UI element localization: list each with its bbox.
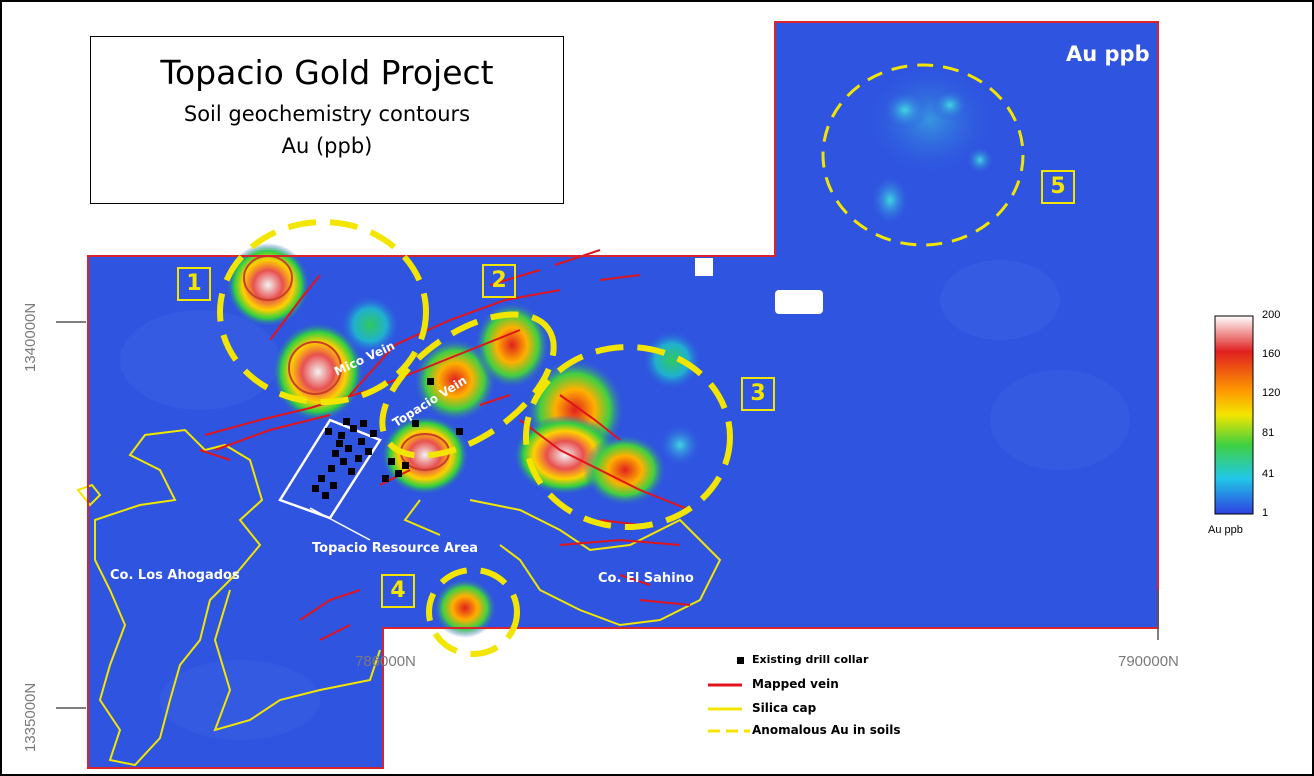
- color-scale-title: Au ppb: [1208, 524, 1243, 536]
- legend-vein-text: Mapped vein: [752, 677, 839, 691]
- zone-3-label: 3: [741, 377, 775, 411]
- color-scale-bar: [1214, 315, 1254, 515]
- scale-tick-1: 1: [1262, 507, 1269, 519]
- resource-area-outline: [278, 418, 382, 520]
- zone-4-label: 4: [381, 574, 415, 608]
- northing-1335-label: 1335000N: [22, 682, 39, 752]
- scale-tick-41: 41: [1262, 468, 1275, 480]
- easting-786-label: 786000N: [355, 653, 416, 670]
- scale-tick-81: 81: [1262, 427, 1275, 439]
- mapped-veins: [199, 249, 691, 641]
- zone-2-label: 2: [482, 264, 516, 298]
- zone5-highs: [870, 89, 994, 226]
- map-subtitle: Soil geochemistry contours: [183, 102, 471, 126]
- legend-anomaly-text: Anomalous Au in soils: [752, 723, 901, 737]
- northing-1340-label: 1340000N: [22, 302, 39, 372]
- silica-cap-outlines: [76, 428, 722, 767]
- zone-1-label: 1: [177, 267, 211, 301]
- map-unit: Au (ppb): [281, 134, 373, 158]
- map-variable-label: Au ppb: [1066, 42, 1150, 66]
- scale-tick-200: 200: [1262, 309, 1281, 321]
- background-variation: [120, 60, 1130, 740]
- hole-2: [775, 290, 823, 314]
- easting-790-label: 790000N: [1118, 653, 1179, 670]
- resource-area-leader: [309, 507, 371, 541]
- legend-collar-text: Existing drill collar: [752, 653, 869, 666]
- hole-1: [695, 258, 713, 276]
- zone-5-label: 5: [1041, 170, 1075, 204]
- anomaly-outline-5: [821, 63, 1025, 247]
- scale-tick-160: 160: [1262, 348, 1281, 360]
- legend-silica-text: Silica cap: [752, 701, 817, 715]
- anomaly-outlines: [217, 219, 733, 657]
- title-box: Topacio Gold Project Soil geochemistry c…: [90, 36, 564, 204]
- el-sahino-label: Co. El Sahino: [598, 571, 694, 586]
- legend-collar-symbol: [737, 657, 744, 664]
- los-ahogados-label: Co. Los Ahogados: [110, 568, 240, 583]
- au-anomalies: [226, 243, 702, 638]
- drill-collars: [312, 378, 463, 499]
- map-title: Topacio Gold Project: [160, 53, 494, 92]
- resource-area-label: Topacio Resource Area: [312, 541, 479, 556]
- scale-tick-120: 120: [1262, 387, 1281, 399]
